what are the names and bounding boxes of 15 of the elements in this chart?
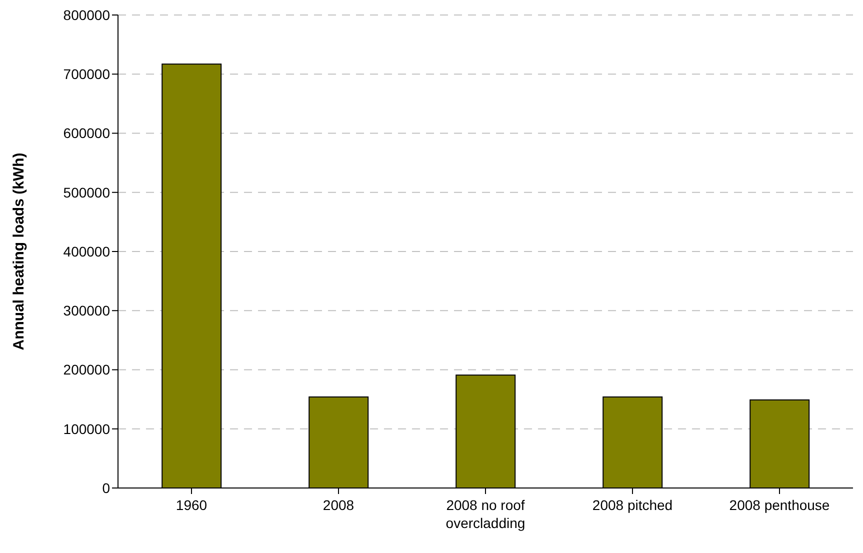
x-tick-label: 2008 no roof overcladding [446, 497, 526, 531]
y-axis-title: Annual heating loads (kWh) [10, 152, 28, 350]
y-tick-label: 100000 [63, 420, 110, 437]
x-tick-label: 1960 [176, 497, 208, 513]
y-tick-label: 700000 [63, 66, 110, 82]
y-tick-label: 500000 [63, 184, 110, 200]
y-tick-label: 600000 [63, 125, 110, 142]
y-tick-label: 400000 [63, 243, 110, 260]
x-tick-label: 2008 penthouse [729, 497, 830, 513]
x-tick-label: 2008 [322, 497, 354, 513]
y-tick-label: 800000 [63, 6, 110, 23]
x-tick-label: 2008 pitched [592, 497, 673, 513]
y-tick-label: 0 [102, 480, 110, 496]
y-tick-label: 300000 [63, 302, 110, 319]
y-tick-label: 200000 [63, 362, 110, 378]
